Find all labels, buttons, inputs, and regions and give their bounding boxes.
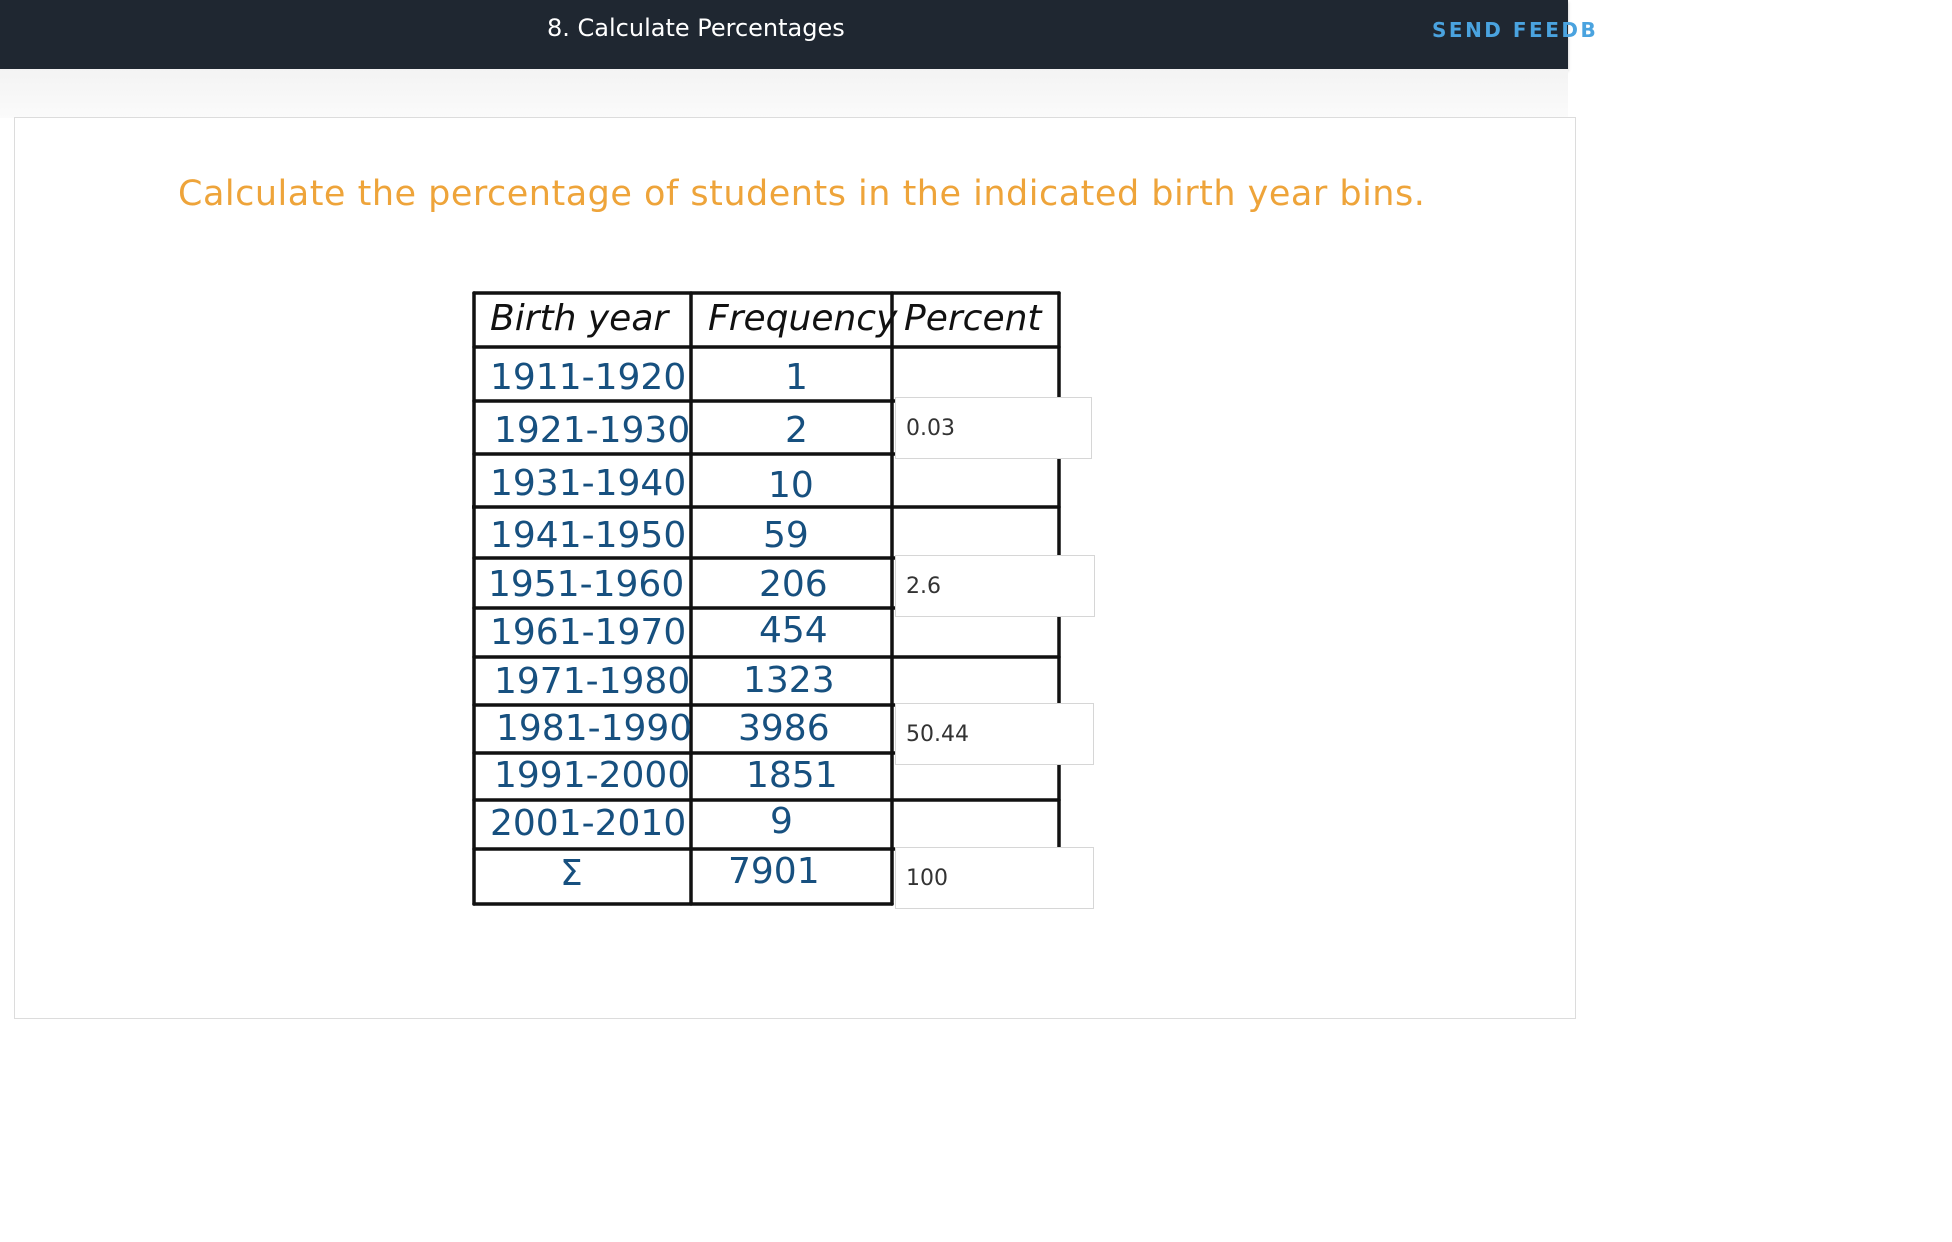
frequency-cell: 454 — [759, 610, 828, 651]
percent-input-1921-1930[interactable] — [895, 397, 1092, 459]
frequency-cell: 206 — [759, 564, 828, 605]
percent-input-1981-1990[interactable] — [895, 703, 1094, 765]
sum-symbol: Σ — [560, 853, 583, 894]
birth-year-cell: 1991-2000 — [494, 755, 691, 796]
frequency-table: Birth year Frequency Percent 1911-1920 1… — [472, 291, 1061, 906]
birth-year-cell: 1941-1950 — [490, 515, 687, 556]
header-frequency: Frequency — [708, 298, 898, 339]
total-frequency-cell: 7901 — [728, 851, 820, 892]
birth-year-cell: 1951-1960 — [488, 564, 685, 605]
birth-year-cell: 1911-1920 — [490, 357, 687, 398]
instruction-text: Calculate the percentage of students in … — [178, 174, 1426, 214]
birth-year-cell: 2001-2010 — [490, 803, 687, 844]
frequency-cell: 2 — [785, 410, 808, 451]
frequency-cell: 10 — [768, 465, 814, 506]
header-birth-year: Birth year — [490, 298, 669, 339]
birth-year-cell: 1981-1990 — [496, 708, 693, 749]
birth-year-cell: 1921-1930 — [494, 410, 691, 451]
frequency-cell: 1851 — [746, 755, 838, 796]
percent-input-1951-1960[interactable] — [895, 555, 1095, 617]
percent-input-total[interactable] — [895, 847, 1094, 909]
exercise-card — [14, 117, 1576, 1019]
send-feedback-link[interactable]: SEND FEEDB — [1432, 18, 1599, 42]
frequency-cell: 3986 — [738, 708, 830, 749]
frequency-cell: 9 — [770, 801, 793, 842]
frequency-cell: 1323 — [743, 660, 835, 701]
birth-year-cell: 1931-1940 — [490, 463, 687, 504]
birth-year-cell: 1971-1980 — [494, 661, 691, 702]
header-percent: Percent — [904, 298, 1042, 339]
header-spacer — [0, 69, 1568, 118]
top-bar: 8. Calculate Percentages SEND FEEDB — [0, 0, 1596, 69]
frequency-cell: 59 — [763, 515, 809, 556]
birth-year-cell: 1961-1970 — [490, 612, 687, 653]
frequency-cell: 1 — [785, 357, 808, 398]
page-title: 8. Calculate Percentages — [547, 14, 845, 42]
